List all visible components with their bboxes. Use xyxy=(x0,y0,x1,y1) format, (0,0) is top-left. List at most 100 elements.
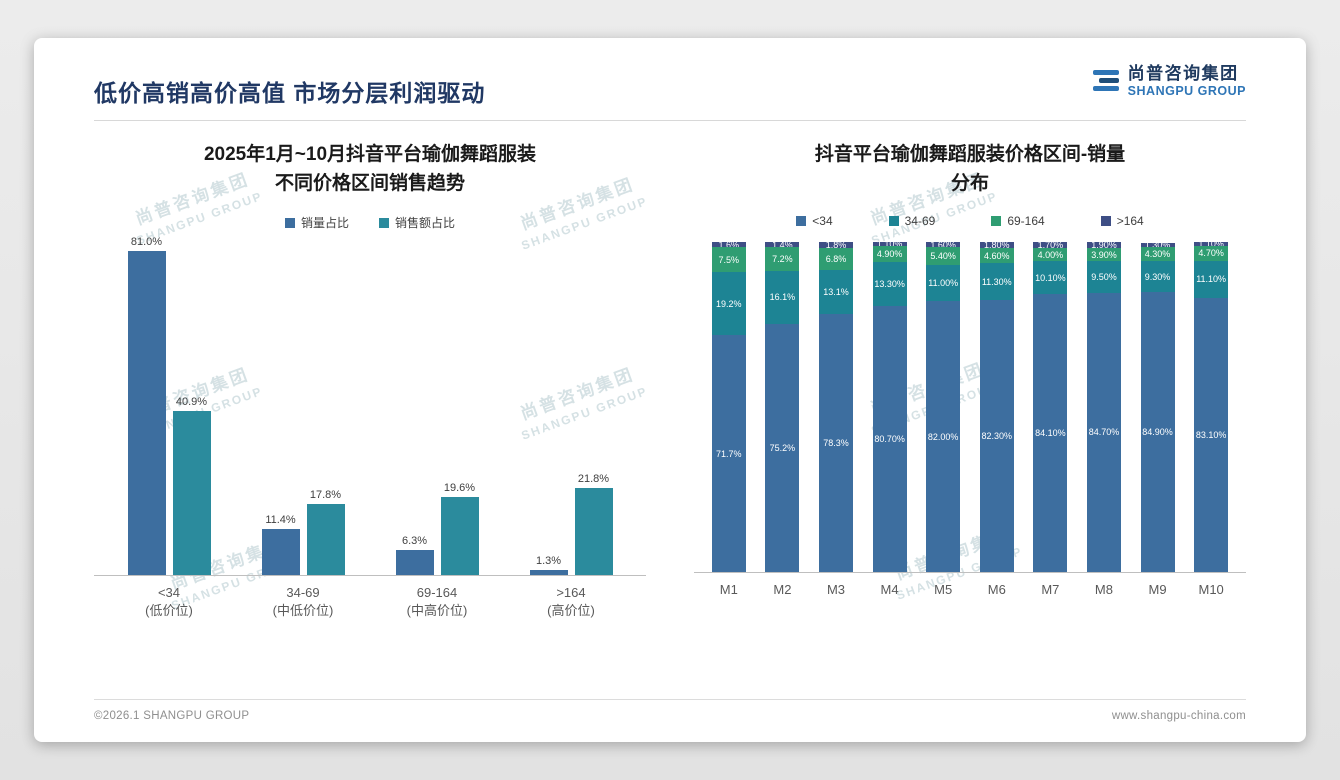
bar-value-label: 11.4% xyxy=(265,514,296,527)
segment-value-label: 11.00% xyxy=(928,278,959,289)
stacked-bar: 82.00% 11.00% 5.40% 1.60% xyxy=(926,240,961,572)
segment-value-label: 83.10% xyxy=(1195,429,1227,440)
x-axis-category: M5 xyxy=(934,582,953,597)
logo-bars-icon xyxy=(1092,70,1119,92)
company-logo: 尚普咨询集团 SHANGPU GROUP xyxy=(1092,64,1246,98)
bar xyxy=(395,549,434,575)
x-axis-label: M10 xyxy=(1184,573,1238,599)
stacked-bar: 83.10% 11.10% 4.70% 1.10% xyxy=(1194,238,1229,572)
legend-swatch xyxy=(1100,216,1111,226)
bar-segment: 4.70% xyxy=(1194,245,1229,262)
stacked-bar-column: 82.00% 11.00% 5.40% 1.60% xyxy=(916,240,970,572)
x-axis-category: >164 xyxy=(556,585,586,600)
bar-wrap: 17.8% xyxy=(306,489,345,575)
bar-wrap: 6.3% xyxy=(395,534,434,575)
bar-segment: 13.1% xyxy=(818,270,853,314)
bar-value-label: 19.6% xyxy=(443,481,476,494)
right-chart-x-axis: M1 M2 M3 M4 M5 M6 M7 M8 M9 M10 xyxy=(694,573,1246,599)
bar-wrap: 19.6% xyxy=(440,481,479,575)
bar-segment: 1.60% xyxy=(926,240,961,250)
bar-segment: 6.8% xyxy=(818,247,853,271)
legend-label: >164 xyxy=(1116,214,1144,228)
legend-swatch xyxy=(991,216,1002,226)
x-axis-label: 69-164 (中高价位) xyxy=(370,576,504,619)
bar-group: 1.3% 21.8% xyxy=(504,473,638,575)
segment-value-label: 1.10% xyxy=(1198,238,1224,249)
right-chart-plot: 71.7% 19.2% 7.5% 1.6% 75.2% 16.1% 7.2% 1.4% 78.3… xyxy=(694,238,1246,573)
bar-group: 81.0% 40.9% xyxy=(102,236,236,575)
legend-label: 销量占比 xyxy=(300,216,349,230)
segment-value-label: 3.90% xyxy=(1091,249,1117,260)
bar-segment: 1.4% xyxy=(765,240,800,250)
segment-value-label: 1.80% xyxy=(984,240,1010,250)
bar-segment: 84.90% xyxy=(1140,291,1175,572)
stacked-bar-column: 75.2% 16.1% 7.2% 1.4% xyxy=(756,240,810,572)
bar-group: 11.4% 17.8% xyxy=(236,489,370,575)
x-axis-label: M1 xyxy=(702,573,756,599)
x-axis-sublabel: (中低价位) xyxy=(272,602,334,618)
legend-item: <34 xyxy=(796,214,833,228)
legend-label: 34-69 xyxy=(904,214,936,228)
bar xyxy=(306,503,345,575)
x-axis-label: M5 xyxy=(916,573,970,599)
segment-value-label: 6.8% xyxy=(825,254,847,265)
x-axis-category: 34-69 xyxy=(286,585,320,600)
right-chart-title-line1: 抖音平台瑜伽舞蹈服装价格区间-销量 xyxy=(814,144,1126,165)
bar-wrap: 21.8% xyxy=(574,473,613,575)
legend-label: 69-164 xyxy=(1007,214,1045,228)
bar-segment: 5.40% xyxy=(926,247,961,266)
stacked-bar: 84.70% 9.50% 3.90% 1.90% xyxy=(1086,240,1121,572)
segment-value-label: 5.40% xyxy=(930,251,956,262)
bar-segment: 11.00% xyxy=(926,265,961,302)
bar-segment: 1.10% xyxy=(1194,238,1229,249)
bar-segment: 1.90% xyxy=(1086,240,1121,250)
x-axis-category: M6 xyxy=(987,582,1006,597)
header: 低价高销高价高值 市场分层利润驱动 尚普咨询集团 SHANGPU GROUP xyxy=(34,38,1306,108)
bar-wrap: 40.9% xyxy=(172,396,211,575)
bar-segment: 7.5% xyxy=(711,247,746,273)
segment-value-label: 82.30% xyxy=(981,431,1013,442)
bar-segment: 82.00% xyxy=(926,301,961,572)
bar-segment: 4.00% xyxy=(1033,247,1068,262)
bar xyxy=(172,411,211,575)
x-axis-category: M2 xyxy=(773,582,792,597)
segment-value-label: 84.70% xyxy=(1088,427,1120,438)
left-chart-section: 2025年1月~10月抖音平台瑜伽舞蹈服装 不同价格区间销售趋势 销量占比 销售额… xyxy=(94,141,646,619)
right-chart-legend: <34 34-69 69-164 >164 xyxy=(694,214,1246,228)
bar-segment: 11.30% xyxy=(979,263,1014,301)
bar-wrap: 1.3% xyxy=(529,555,568,575)
bar-segment: 84.10% xyxy=(1033,294,1068,572)
x-axis-label: M3 xyxy=(809,573,863,599)
left-chart-plot: 81.0% 40.9% 11.4% 17.8% 6.3% 19.6% 1.3% 21.8% xyxy=(94,236,646,576)
bar xyxy=(529,569,568,575)
bar-segment: 1.6% xyxy=(711,240,746,250)
segment-value-label: 78.3% xyxy=(823,437,849,448)
bar-segment: 1.30% xyxy=(1140,240,1175,250)
right-chart-title: 抖音平台瑜伽舞蹈服装价格区间-销量 分布 xyxy=(694,141,1246,198)
x-axis-sublabel: (中高价位) xyxy=(406,602,468,618)
bar-segment: 1.8% xyxy=(818,240,853,250)
bar-segment: 4.30% xyxy=(1140,246,1175,262)
bar-segment: 16.1% xyxy=(765,270,800,324)
bar-value-label: 81.0% xyxy=(130,236,163,248)
segment-value-label: 11.30% xyxy=(981,276,1012,287)
legend-label: 销售额占比 xyxy=(395,216,456,230)
left-chart-title-line1: 2025年1月~10月抖音平台瑜伽舞蹈服装 xyxy=(203,144,537,165)
x-axis-category: M8 xyxy=(1094,582,1113,597)
bar-pair: 1.3% 21.8% xyxy=(529,473,613,575)
bar-value-label: 6.3% xyxy=(401,534,428,547)
bar-segment: 11.10% xyxy=(1194,261,1229,298)
stacked-bar-column: 80.70% 13.30% 4.90% 1.10% xyxy=(863,239,917,572)
segment-value-label: 4.00% xyxy=(1037,249,1064,260)
x-axis-label: M7 xyxy=(1024,573,1078,599)
left-chart-title-line2: 不同价格区间销售趋势 xyxy=(274,172,465,194)
x-axis-category: M4 xyxy=(880,582,899,597)
left-chart-legend: 销量占比 销售额占比 xyxy=(94,214,646,231)
segment-value-label: 1.70% xyxy=(1037,240,1064,251)
legend-item: >164 xyxy=(1100,214,1144,228)
legend-item: 69-164 xyxy=(991,214,1045,228)
left-chart-title: 2025年1月~10月抖音平台瑜伽舞蹈服装 不同价格区间销售趋势 xyxy=(94,141,646,198)
segment-value-label: 4.90% xyxy=(876,248,903,259)
bar-segment: 4.60% xyxy=(979,247,1014,264)
